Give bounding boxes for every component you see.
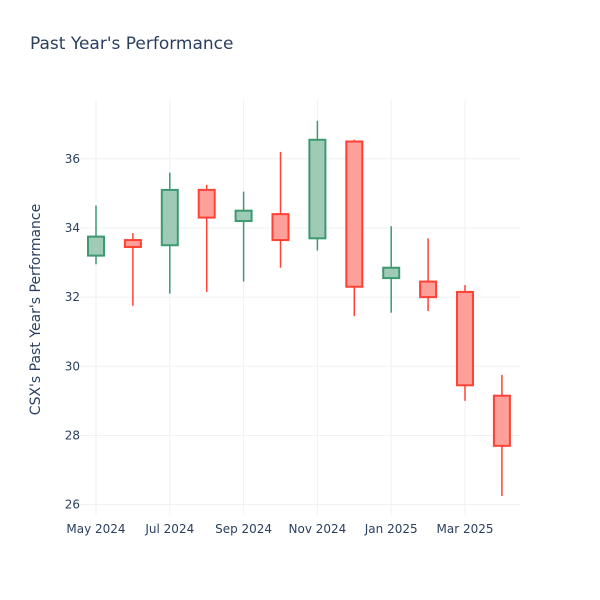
- x-tick-label: Sep 2024: [215, 522, 272, 536]
- candle: [308, 120, 327, 251]
- candle-body: [123, 239, 142, 248]
- candle: [123, 233, 142, 306]
- candle: [382, 226, 401, 313]
- y-tick-label: 36: [65, 152, 80, 166]
- candle: [456, 285, 474, 401]
- candle: [492, 374, 511, 496]
- candle: [197, 184, 216, 292]
- candle: [234, 191, 253, 282]
- y-tick-label: 30: [65, 359, 80, 373]
- candle-body: [160, 188, 179, 247]
- candle: [160, 172, 179, 294]
- x-tick-label: May 2024: [66, 522, 125, 536]
- grid-lines: [80, 100, 520, 515]
- y-tick-label: 26: [65, 498, 80, 512]
- x-tick-label: Jan 2025: [364, 522, 418, 536]
- candle-body: [197, 188, 216, 219]
- y-tick-label: 34: [65, 221, 80, 235]
- x-tick-label: Mar 2025: [437, 522, 494, 536]
- candle-body: [87, 235, 105, 257]
- candle: [419, 238, 438, 311]
- candle-body: [492, 394, 511, 447]
- candle-body: [419, 280, 438, 299]
- candles: [87, 120, 511, 496]
- x-tick-label: Nov 2024: [289, 522, 347, 536]
- y-tick-label: 32: [65, 290, 80, 304]
- candle-body: [456, 290, 474, 387]
- candle: [271, 151, 290, 268]
- candle-body: [382, 266, 401, 280]
- x-tick-label: Jul 2024: [144, 522, 194, 536]
- candle: [345, 139, 364, 317]
- x-axis-ticks: May 2024 Jul 2024 Sep 2024 Nov 2024 Jan 2025…: [66, 522, 493, 536]
- candle-body: [234, 209, 253, 223]
- chart-title: Past Year's Performance: [30, 34, 234, 54]
- candle-body: [345, 140, 364, 288]
- candle-body: [308, 138, 327, 240]
- candle: [87, 205, 105, 265]
- y-tick-label: 28: [65, 428, 80, 442]
- y-axis-title: CSX's Past Year's Performance: [28, 204, 44, 415]
- candle-body: [271, 213, 290, 242]
- y-axis-ticks: 26 28 30 32 34 36: [65, 152, 80, 512]
